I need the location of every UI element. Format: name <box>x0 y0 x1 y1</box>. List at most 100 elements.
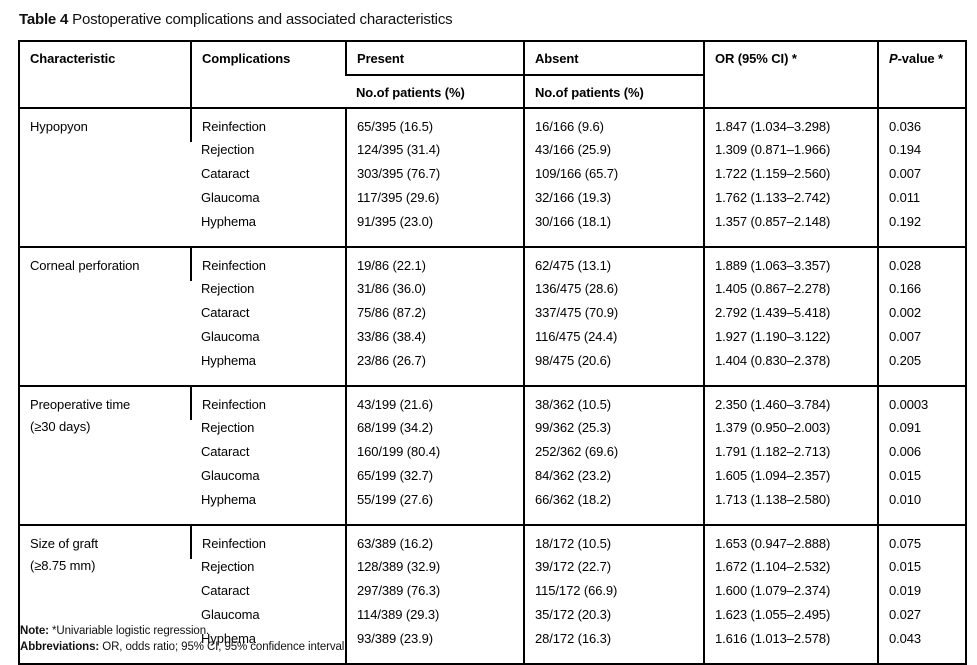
complication-cell: Cataract <box>201 166 250 181</box>
absent-count-cell: 84/362 (23.2) <box>523 468 704 492</box>
absent-count-cell: 116/475 (24.4) <box>523 329 704 353</box>
complication-cell: Rejection <box>201 420 255 435</box>
table-row: Rejection 128/389 (32.9) 39/172 (22.7) 1.67… <box>19 559 966 583</box>
table-row: Size of graft (≥8.75 mm) Reinfection 63/389… <box>19 524 966 664</box>
present-count-cell: 128/389 (32.9) <box>345 559 524 583</box>
pvalue-cell: 0.205 <box>877 353 966 386</box>
complication-cell: Hyphema <box>201 631 256 646</box>
pvalue-cell: 0.091 <box>877 420 966 444</box>
odds-ratio-cell: 1.404 (0.830–2.378) <box>703 353 878 386</box>
absent-count-cell: 62/475 (13.1) <box>523 246 704 281</box>
odds-ratio-cell: 1.623 (1.055–2.495) <box>703 607 878 631</box>
complication-cell: Rejection <box>201 281 255 296</box>
footnote-note: Note: *Univariable logistic regression. <box>20 624 347 640</box>
characteristic-line1: Preoperative time <box>30 397 131 412</box>
odds-ratio-cell: 1.722 (1.159–2.560) <box>703 166 878 190</box>
odds-ratio-cell: 1.309 (0.871–1.966) <box>703 142 878 166</box>
table-row: Glaucoma 114/389 (29.3) 35/172 (20.3) 1.623… <box>19 607 966 631</box>
absent-count-cell: 98/475 (20.6) <box>523 353 704 386</box>
present-count-cell: 65/395 (16.5) <box>345 107 524 142</box>
complication-cell: Reinfection <box>190 385 346 420</box>
absent-count-cell: 99/362 (25.3) <box>523 420 704 444</box>
complication-cell: Hyphema <box>201 214 256 229</box>
absent-count-cell: 18/172 (10.5) <box>523 524 704 559</box>
absent-count-cell: 16/166 (9.6) <box>523 107 704 142</box>
characteristic-cell: Hypopyon <box>19 107 191 247</box>
table-row: Hyphema 91/395 (23.0) 30/166 (18.1) 1.357 (… <box>19 214 966 247</box>
absent-count-cell: 136/475 (28.6) <box>523 281 704 305</box>
pvalue-rest: -value * <box>897 51 944 66</box>
odds-ratio-cell: 1.600 (1.079–2.374) <box>703 583 878 607</box>
header-row-2: No.of patients (%) No.of patients (%) <box>19 75 966 108</box>
absent-count-cell: 109/166 (65.7) <box>523 166 704 190</box>
present-count-cell: 117/395 (29.6) <box>345 190 524 214</box>
odds-ratio-cell: 1.791 (1.182–2.713) <box>703 444 878 468</box>
complication-cell: Glaucoma <box>201 329 260 344</box>
present-count-cell: 75/86 (87.2) <box>345 305 524 329</box>
complication-cell: Cataract <box>201 305 250 320</box>
odds-ratio-cell: 2.350 (1.460–3.784) <box>703 385 878 420</box>
pvalue-cell: 0.028 <box>877 246 966 281</box>
table-row: Corneal perforation Reinfection 19/86 (22.… <box>19 246 966 386</box>
pvalue-cell: 0.192 <box>877 214 966 247</box>
table-row: Rejection 31/86 (36.0) 136/475 (28.6) 1.405… <box>19 281 966 305</box>
complication-cell: Hyphema <box>201 353 256 368</box>
present-count-cell: 297/389 (76.3) <box>345 583 524 607</box>
odds-ratio-cell: 1.713 (1.138–2.580) <box>703 492 878 525</box>
present-count-cell: 31/86 (36.0) <box>345 281 524 305</box>
odds-ratio-cell: 1.847 (1.034–3.298) <box>703 107 878 142</box>
pvalue-cell: 0.036 <box>877 107 966 142</box>
odds-ratio-cell: 1.357 (0.857–2.148) <box>703 214 878 247</box>
odds-ratio-cell: 1.927 (1.190–3.122) <box>703 329 878 353</box>
characteristic-line1: Corneal perforation <box>30 258 140 273</box>
col-header-present: Present <box>345 41 524 76</box>
table-title: Table 4 Postoperative complications and … <box>19 11 453 28</box>
pvalue-cell: 0.166 <box>877 281 966 305</box>
table-row: Hypopyon Reinfection 65/395 (16.5) 16/166 (… <box>19 107 966 247</box>
present-count-cell: 124/395 (31.4) <box>345 142 524 166</box>
table-row: Rejection 68/199 (34.2) 99/362 (25.3) 1.379… <box>19 420 966 444</box>
complication-cell: Reinfection <box>190 246 346 281</box>
present-count-cell: 63/389 (16.2) <box>345 524 524 559</box>
absent-count-cell: 35/172 (20.3) <box>523 607 704 631</box>
odds-ratio-cell: 1.653 (0.947–2.888) <box>703 524 878 559</box>
complication-cell: Hyphema <box>201 492 256 507</box>
table-row: Cataract 160/199 (80.4) 252/362 (69.6) 1.79… <box>19 444 966 468</box>
complication-cell: Cataract <box>201 583 250 598</box>
present-count-cell: 303/395 (76.7) <box>345 166 524 190</box>
present-count-cell: 65/199 (32.7) <box>345 468 524 492</box>
characteristic-cell: Corneal perforation <box>19 246 191 386</box>
present-count-cell: 93/389 (23.9) <box>345 631 524 664</box>
table-row: Glaucoma 65/199 (32.7) 84/362 (23.2) 1.605 … <box>19 468 966 492</box>
table-title-label: Table 4 <box>19 11 69 28</box>
table-body: Hypopyon Reinfection 65/395 (16.5) 16/166 (… <box>19 107 966 664</box>
complication-cell: Glaucoma <box>201 190 260 205</box>
absent-count-cell: 32/166 (19.3) <box>523 190 704 214</box>
pvalue-cell: 0.011 <box>877 190 966 214</box>
table-header: Characteristic Complications Present Abs… <box>19 41 966 108</box>
pvalue-cell: 0.007 <box>877 166 966 190</box>
col-header-absent: Absent <box>523 41 704 76</box>
footnote-note-text: *Univariable logistic regression. <box>48 625 210 637</box>
complication-cell: Rejection <box>201 559 255 574</box>
table-row: Hyphema 93/389 (23.9) 28/172 (16.3) 1.616 (… <box>19 631 966 664</box>
present-count-cell: 55/199 (27.6) <box>345 492 524 525</box>
subheader-present-patients: No.of patients (%) <box>356 85 465 100</box>
pvalue-cell: 0.007 <box>877 329 966 353</box>
odds-ratio-cell: 2.792 (1.439–5.418) <box>703 305 878 329</box>
col-header-or-ci: OR (95% CI) * <box>703 41 878 108</box>
header-row-1: Characteristic Complications Present Abs… <box>19 41 966 108</box>
table-row: Glaucoma 117/395 (29.6) 32/166 (19.3) 1.762… <box>19 190 966 214</box>
pvalue-cell: 0.075 <box>877 524 966 559</box>
odds-ratio-cell: 1.379 (0.950–2.003) <box>703 420 878 444</box>
table-row: Cataract 297/389 (76.3) 115/172 (66.9) 1.60… <box>19 583 966 607</box>
table-row: Cataract 75/86 (87.2) 337/475 (70.9) 2.792 … <box>19 305 966 329</box>
absent-count-cell: 115/172 (66.9) <box>523 583 704 607</box>
pvalue-cell: 0.015 <box>877 468 966 492</box>
odds-ratio-cell: 1.762 (1.133–2.742) <box>703 190 878 214</box>
col-header-complications: Complications <box>190 41 346 108</box>
absent-count-cell: 252/362 (69.6) <box>523 444 704 468</box>
present-count-cell: 43/199 (21.6) <box>345 385 524 420</box>
characteristic-cell: Preoperative time (≥30 days) <box>19 385 191 525</box>
